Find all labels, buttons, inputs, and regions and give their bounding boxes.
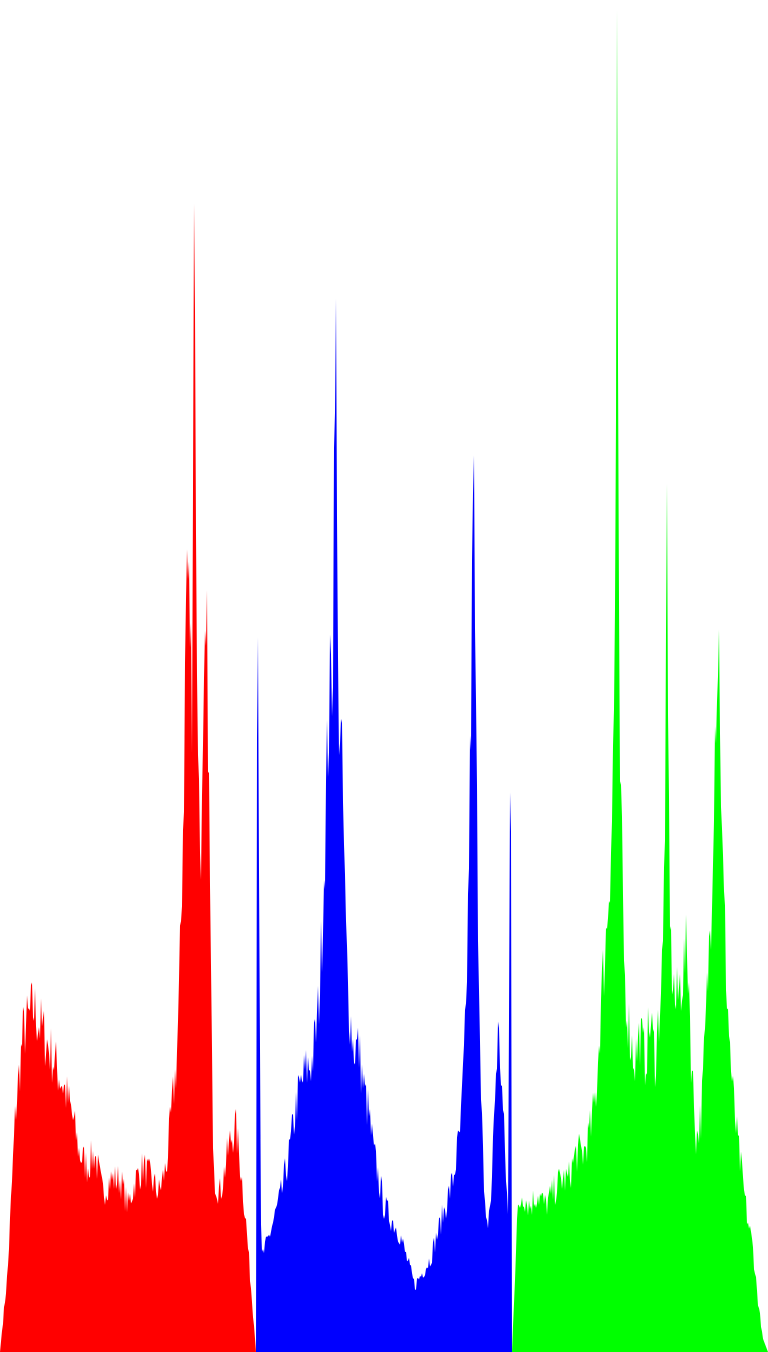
histogram-series-1 bbox=[0, 203, 256, 1352]
series-layer bbox=[0, 9, 768, 1352]
histogram-series-2 bbox=[256, 298, 512, 1352]
histogram-series-3 bbox=[512, 9, 768, 1352]
